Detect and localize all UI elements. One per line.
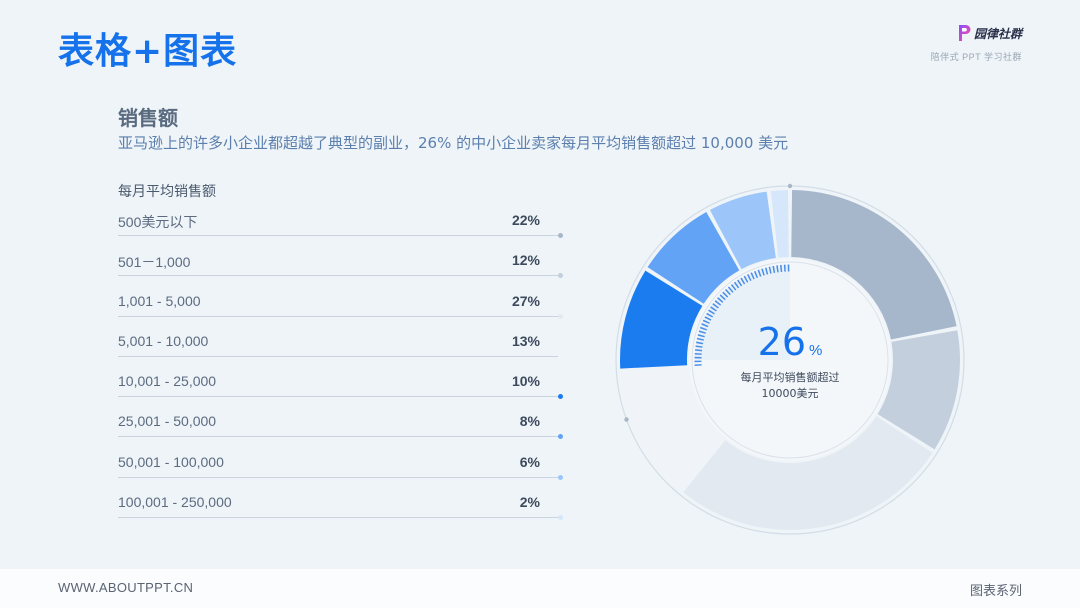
- row-marker: [558, 474, 563, 480]
- brand-mark-icon: [958, 25, 971, 41]
- table-row: 50,001 - 100,000 6%: [118, 451, 563, 491]
- row-value: 13%: [511, 332, 540, 349]
- section-title: 销售额: [118, 106, 178, 130]
- row-label: 10,001 - 25,000: [118, 373, 217, 390]
- brand-name: 园律社群: [973, 26, 1022, 41]
- row-divider: [118, 517, 563, 519]
- row-marker: [558, 233, 563, 238]
- row-label: 1,001 - 5,000: [118, 292, 201, 309]
- row-label: 50,001 - 100,000: [118, 453, 224, 470]
- table-row: 10,001 - 25,000 10%: [118, 370, 563, 410]
- footer-website: WWW.ABOUTPPT.CN: [58, 580, 194, 595]
- row-label: 25,001 - 50,000: [118, 413, 217, 430]
- row-marker: [558, 313, 563, 319]
- row-label: 5,001 - 10,000: [118, 332, 209, 349]
- row-marker: [558, 353, 563, 359]
- row-divider: [118, 355, 563, 357]
- row-value: 22%: [511, 212, 540, 228]
- table-row: 25,001 - 50,000 8%: [118, 410, 563, 450]
- center-caption: 每月平均销售额超过 10000美元: [600, 370, 980, 402]
- row-divider: [118, 235, 563, 236]
- center-caption-line-1: 每月平均销售额超过: [740, 371, 840, 384]
- row-value: 10%: [511, 373, 540, 390]
- center-caption-line-2: 10000美元: [761, 387, 819, 400]
- donut-slice: [770, 190, 789, 258]
- row-value: 8%: [519, 413, 540, 430]
- row-marker: [558, 394, 563, 400]
- highlight-progress-arc: [694, 264, 791, 366]
- row-divider: [118, 275, 563, 277]
- footer: WWW.ABOUTPPT.CN 图表系列: [0, 569, 1080, 608]
- row-marker: [558, 273, 563, 279]
- row-label: 500美元以下: [118, 214, 198, 230]
- center-highlight: 26%: [600, 320, 980, 364]
- row-label: 100,001 - 250,000: [118, 494, 232, 511]
- guide-dot: [624, 417, 629, 422]
- center-unit: %: [809, 342, 823, 359]
- row-value: 6%: [519, 453, 540, 470]
- donut-slice: [647, 212, 740, 304]
- table-row: 501－1,000 12%: [118, 249, 563, 289]
- row-divider: [118, 396, 563, 398]
- donut-slice: [791, 190, 957, 340]
- row-label: 501－1,000: [118, 254, 191, 271]
- row-divider: [118, 476, 563, 478]
- donut-slice: [620, 270, 703, 369]
- table-row: 500美元以下 22%: [118, 209, 563, 249]
- table-row: 5,001 - 10,000 13%: [118, 330, 563, 370]
- donut-chart: 26% 每月平均销售额超过 10000美元: [600, 170, 980, 550]
- brand-tagline: 陪伴式 PPT 学习社群: [930, 52, 1022, 62]
- table-row: 100,001 - 250,000 2%: [118, 491, 563, 531]
- donut-slice: [620, 367, 724, 490]
- highlight-wedge: [695, 265, 790, 360]
- row-value: 12%: [511, 252, 540, 269]
- footer-series: 图表系列: [969, 584, 1022, 599]
- center-value: 26: [757, 320, 806, 364]
- donut-slice: [709, 191, 776, 270]
- donut-slice: [683, 416, 933, 530]
- row-value: 27%: [511, 292, 540, 309]
- data-table: 500美元以下 22% 501－1,000 12% 1,001 - 5,000 27% 5,…: [118, 209, 563, 531]
- section-description: 亚马逊上的许多小企业都超越了典型的副业，26% 的中小企业卖家每月平均销售额超过…: [118, 134, 789, 152]
- row-divider: [118, 436, 563, 438]
- brand-logo: 园律社群 陪伴式 PPT 学习社群: [931, 24, 1022, 63]
- row-marker: [558, 515, 563, 521]
- row-marker: [558, 434, 563, 440]
- table-row: 1,001 - 5,000 27%: [118, 290, 563, 330]
- row-divider: [118, 315, 563, 317]
- inner-ring: [691, 261, 889, 459]
- donut-slice: [877, 330, 960, 450]
- list-title: 每月平均销售额: [118, 184, 216, 200]
- page-title: 表格+图表: [58, 31, 238, 72]
- guide-dot: [787, 183, 793, 189]
- row-value: 2%: [519, 494, 540, 511]
- donut-chart-svg: [615, 183, 965, 535]
